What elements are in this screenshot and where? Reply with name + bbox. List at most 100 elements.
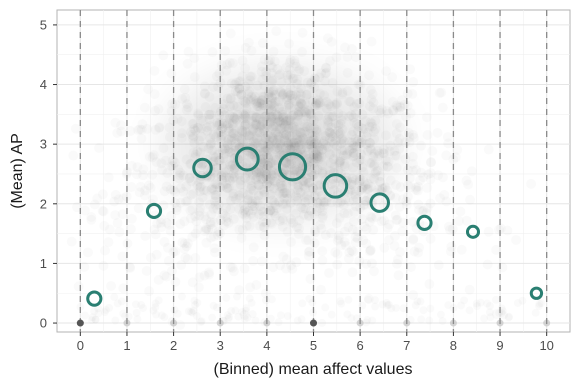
cloud-point xyxy=(81,312,89,320)
cloud-point xyxy=(232,131,242,141)
cloud-point xyxy=(337,300,345,308)
cloud-point xyxy=(210,179,220,189)
cloud-point xyxy=(443,138,453,148)
cloud-point xyxy=(208,151,218,161)
y-axis-ticks: 0 1 2 3 4 5 xyxy=(40,17,57,331)
cloud-point xyxy=(98,189,108,199)
cloud-point xyxy=(195,147,205,157)
zero-point xyxy=(310,319,317,327)
cloud-point xyxy=(413,199,423,209)
cloud-point xyxy=(505,313,513,321)
cloud-point xyxy=(127,214,137,224)
x-tick-label: 10 xyxy=(539,338,553,353)
cloud-point xyxy=(361,259,371,269)
cloud-point xyxy=(396,182,406,192)
cloud-point xyxy=(231,307,239,315)
cloud-point xyxy=(381,66,391,76)
cloud-point xyxy=(183,238,193,248)
cloud-point xyxy=(144,180,154,190)
cloud-point xyxy=(377,184,387,194)
cloud-point xyxy=(406,262,416,272)
cloud-point xyxy=(216,134,226,144)
cloud-point xyxy=(364,296,372,304)
cloud-point xyxy=(339,208,349,218)
y-tick-label: 3 xyxy=(40,137,47,152)
cloud-point xyxy=(245,282,255,292)
cloud-point xyxy=(394,270,404,280)
binned-mean-point xyxy=(234,146,260,172)
cloud-point xyxy=(316,285,326,295)
cloud-point xyxy=(132,162,142,172)
cloud-point xyxy=(286,156,296,166)
cloud-point xyxy=(467,166,477,176)
cloud-point xyxy=(323,121,333,131)
x-tick-label: 4 xyxy=(263,338,270,353)
x-tick-label: 6 xyxy=(357,338,364,353)
cloud-point xyxy=(175,168,185,178)
cloud-point xyxy=(167,106,177,116)
cloud-point xyxy=(511,235,521,245)
cloud-point xyxy=(151,125,161,135)
binned-mean-points xyxy=(86,146,544,307)
cloud-point xyxy=(116,127,126,137)
cloud-point xyxy=(416,141,426,151)
cloud-point xyxy=(202,126,212,136)
cloud-point xyxy=(286,237,296,247)
cloud-point xyxy=(267,68,277,78)
cloud-point xyxy=(432,128,442,138)
cloud-point xyxy=(257,256,267,266)
cloud-point xyxy=(317,255,327,265)
cloud-point xyxy=(114,227,124,237)
cloud-point xyxy=(222,213,232,223)
cloud-point xyxy=(392,259,402,269)
cloud-point xyxy=(321,230,331,240)
cloud-point xyxy=(391,211,401,221)
cloud-point xyxy=(435,88,445,98)
x-tick-label: 3 xyxy=(217,338,224,353)
cloud-point xyxy=(400,100,410,110)
cloud-point xyxy=(332,260,342,270)
cloud-point xyxy=(226,262,236,272)
cloud-point xyxy=(423,169,433,179)
cloud-point xyxy=(483,260,493,270)
cloud-point xyxy=(193,108,203,118)
cloud-point xyxy=(210,247,220,257)
cloud-point xyxy=(365,101,375,111)
cloud-point xyxy=(142,266,152,276)
cloud-point xyxy=(367,37,377,47)
cloud-point xyxy=(279,89,289,99)
binned-mean-point xyxy=(529,286,544,300)
cloud-point xyxy=(166,68,176,78)
cloud-point xyxy=(342,52,352,62)
x-tick-label: 8 xyxy=(450,338,457,353)
cloud-point xyxy=(177,133,187,143)
cloud-point xyxy=(136,134,146,144)
cloud-point xyxy=(159,143,169,153)
cloud-point xyxy=(189,119,199,129)
cloud-point xyxy=(240,264,250,274)
cloud-point xyxy=(134,203,144,213)
cloud-point xyxy=(208,314,216,322)
cloud-point xyxy=(151,303,159,311)
cloud-point xyxy=(144,286,154,296)
cloud-point xyxy=(438,103,448,113)
cloud-point xyxy=(446,246,456,256)
cloud-point xyxy=(366,245,376,255)
cloud-point xyxy=(147,170,157,180)
cloud-point xyxy=(321,303,329,311)
cloud-point xyxy=(313,111,323,121)
cloud-point xyxy=(284,39,294,49)
cloud-point xyxy=(223,183,233,193)
cloud-point xyxy=(497,262,507,272)
cloud-point xyxy=(133,315,141,323)
zero-point xyxy=(76,319,84,327)
cloud-point xyxy=(486,302,494,310)
cloud-point xyxy=(251,316,259,324)
cloud-point xyxy=(371,296,379,304)
cloud-point xyxy=(247,126,257,136)
y-tick-label: 1 xyxy=(40,256,47,271)
cloud-point xyxy=(423,130,433,140)
cloud-point xyxy=(102,306,110,314)
cloud-point xyxy=(426,305,434,313)
